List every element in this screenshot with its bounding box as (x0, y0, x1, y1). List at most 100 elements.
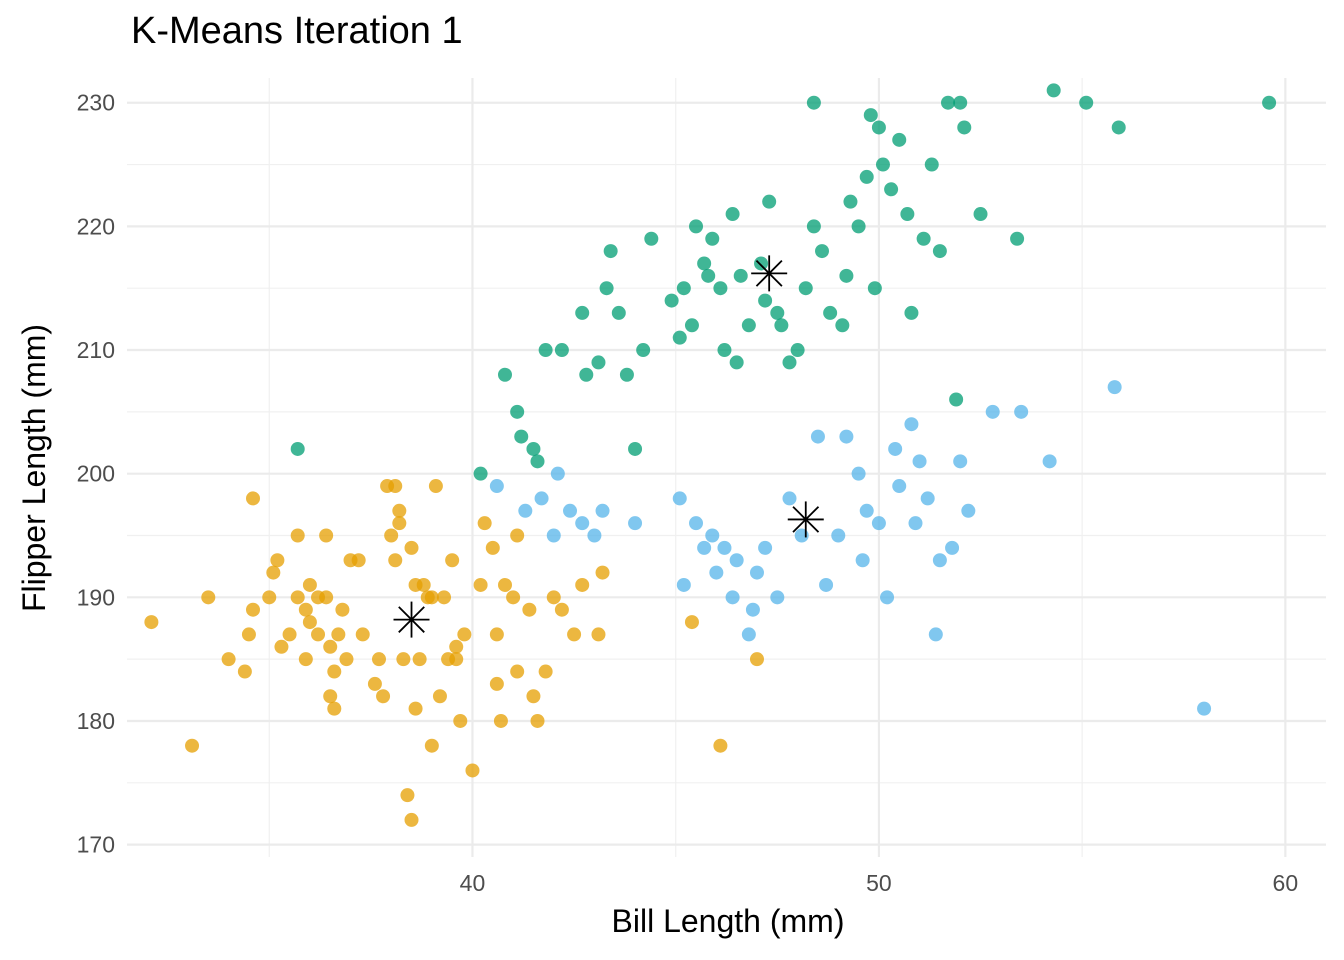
data-point (489, 479, 504, 494)
data-point (282, 627, 297, 642)
x-tick-label: 50 (866, 870, 892, 896)
data-point (733, 268, 748, 283)
data-point (335, 602, 350, 617)
data-point (457, 627, 472, 642)
data-point (534, 491, 549, 506)
data-point (859, 503, 874, 518)
data-point (839, 268, 854, 283)
data-point (384, 528, 399, 543)
data-point (424, 590, 439, 605)
data-point (717, 540, 732, 555)
data-point (274, 639, 289, 654)
data-point (489, 627, 504, 642)
data-point (241, 627, 256, 642)
data-point (636, 343, 651, 358)
data-point (327, 664, 342, 679)
data-point (676, 281, 691, 296)
data-point (843, 194, 858, 209)
data-point (957, 120, 972, 135)
data-point (904, 417, 919, 432)
data-point (302, 577, 317, 592)
data-point (445, 553, 460, 568)
data-point (563, 503, 578, 518)
data-point (400, 788, 415, 803)
data-point (1197, 701, 1212, 716)
data-point (526, 689, 541, 704)
data-point (705, 231, 720, 246)
data-point (916, 231, 931, 246)
data-point (473, 577, 488, 592)
data-point (367, 676, 382, 691)
data-point (575, 516, 590, 531)
data-point (319, 528, 334, 543)
data-point (599, 281, 614, 296)
data-point (428, 479, 443, 494)
data-point (298, 652, 313, 667)
data-point (729, 553, 744, 568)
data-point (949, 392, 964, 407)
data-point (689, 219, 704, 234)
data-point (644, 231, 659, 246)
data-point (754, 256, 769, 271)
data-point (510, 528, 525, 543)
data-point (595, 503, 610, 518)
data-point (371, 652, 386, 667)
data-point (835, 318, 850, 333)
data-point (628, 516, 643, 531)
data-point (819, 577, 834, 592)
data-point (266, 565, 281, 580)
data-point (859, 169, 874, 184)
data-point (327, 701, 342, 716)
data-point (823, 305, 838, 320)
data-point (245, 491, 260, 506)
data-point (1042, 454, 1057, 469)
data-point (376, 689, 391, 704)
y-tick-label: 230 (77, 90, 115, 116)
data-point (522, 602, 537, 617)
data-point (953, 95, 968, 110)
data-point (473, 466, 488, 481)
data-point (867, 281, 882, 296)
data-point (871, 516, 886, 531)
data-point (1111, 120, 1126, 135)
data-point (510, 404, 525, 419)
data-point (806, 219, 821, 234)
y-tick-label: 200 (77, 461, 115, 487)
data-point (945, 540, 960, 555)
data-point (1046, 83, 1061, 98)
data-point (762, 194, 777, 209)
data-point (953, 454, 968, 469)
data-point (319, 590, 334, 605)
data-point (449, 639, 464, 654)
major-gridlines (127, 78, 1326, 857)
data-point (1014, 404, 1029, 419)
data-point (758, 293, 773, 308)
data-point (717, 343, 732, 358)
data-point (550, 466, 565, 481)
data-point (758, 540, 773, 555)
y-tick-label: 170 (77, 832, 115, 858)
data-point (311, 627, 326, 642)
y-tick-label: 180 (77, 708, 115, 734)
data-point (453, 713, 468, 728)
data-point (684, 318, 699, 333)
data-point (518, 503, 533, 518)
data-point (526, 441, 541, 456)
data-point (530, 713, 545, 728)
data-point (554, 602, 569, 617)
data-point (928, 627, 943, 642)
data-point (863, 108, 878, 123)
centroid-markers (393, 255, 824, 638)
data-point (489, 676, 504, 691)
data-point (506, 590, 521, 605)
data-point (798, 281, 813, 296)
data-point (725, 590, 740, 605)
data-point (396, 652, 411, 667)
data-point (855, 553, 870, 568)
data-point (424, 738, 439, 753)
data-point (449, 652, 464, 667)
data-point (591, 355, 606, 370)
data-point (790, 343, 805, 358)
data-point (782, 491, 797, 506)
